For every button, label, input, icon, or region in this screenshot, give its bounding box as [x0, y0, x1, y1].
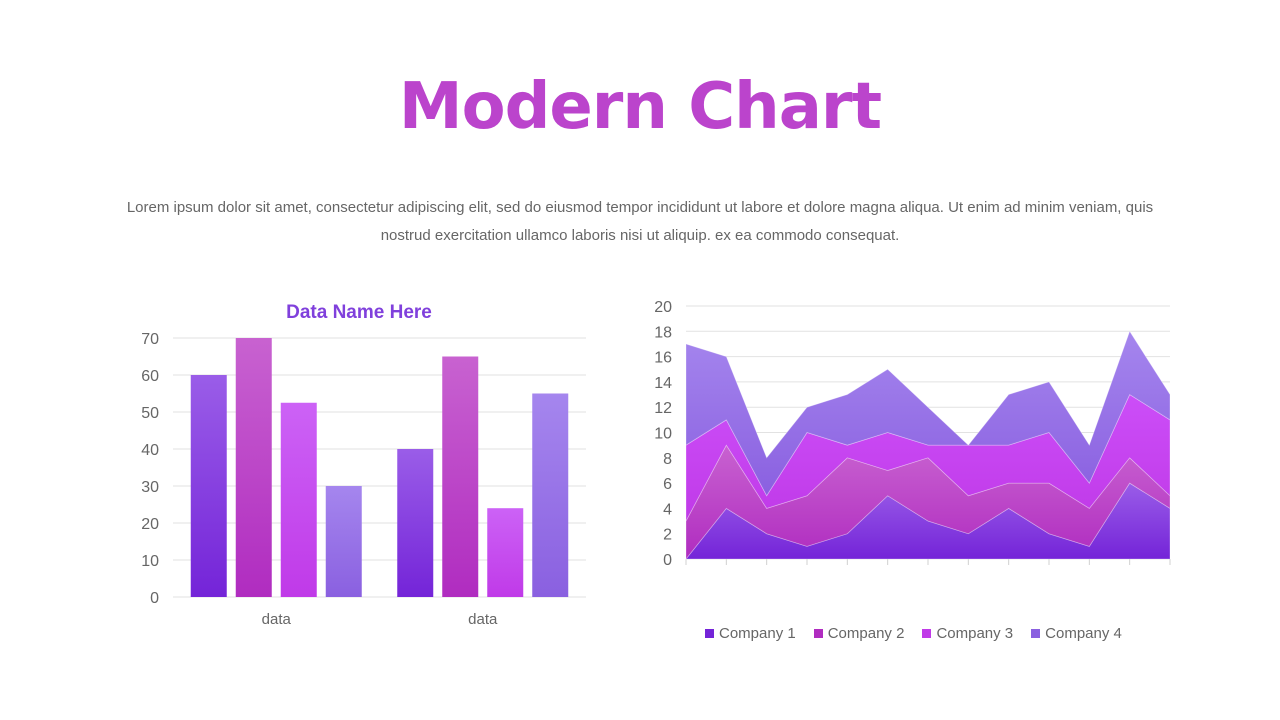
bar — [397, 449, 434, 597]
legend-item: Company 3 — [922, 625, 1013, 642]
page-title: Modern Chart — [398, 70, 882, 144]
y-tick-label: 70 — [141, 331, 159, 348]
y-tick-label: 10 — [654, 426, 672, 443]
y-tick-label: 8 — [663, 451, 672, 468]
y-tick-label: 4 — [663, 501, 672, 518]
bar-chart: 0 10 20 30 40 50 60 70 data data — [141, 331, 586, 628]
legend-item: Company 1 — [705, 625, 796, 642]
y-tick-label: 12 — [654, 400, 672, 417]
y-tick-label: 16 — [654, 350, 672, 367]
bar — [532, 393, 569, 597]
legend-swatch — [813, 629, 823, 638]
area-chart-legend: Company 1 Company 2 Company 3 Company 4 — [705, 625, 1122, 642]
y-tick-label: 50 — [141, 405, 159, 422]
area-chart: 0 2 4 6 8 10 12 14 16 18 20 — [654, 299, 1171, 569]
legend-label: Company 3 — [936, 625, 1014, 642]
area-series-2 — [685, 444, 1171, 561]
bar — [190, 375, 227, 597]
legend-swatch — [705, 629, 714, 638]
bar — [325, 486, 362, 597]
y-tick-label: 0 — [150, 590, 159, 607]
legend-label: Company 4 — [1045, 625, 1122, 642]
y-tick-label: 2 — [663, 527, 672, 544]
legend-label: Company 1 — [719, 625, 796, 642]
y-tick-label: 20 — [141, 516, 159, 533]
area-series-4 — [685, 330, 1171, 497]
y-tick-label: 0 — [663, 552, 672, 569]
legend-item: Company 2 — [813, 625, 905, 642]
legend-swatch — [922, 629, 932, 638]
bar — [235, 338, 272, 597]
y-tick-label: 18 — [654, 324, 672, 341]
y-tick-label: 6 — [663, 476, 672, 493]
y-tick-label: 10 — [141, 553, 159, 570]
x-tick-label: data — [468, 611, 498, 628]
page-description: Lorem ipsum dolor sit amet, consectetur … — [126, 199, 1154, 244]
x-tick-label: data — [262, 611, 292, 628]
bar — [442, 356, 479, 597]
legend-label: Company 2 — [827, 625, 905, 642]
bar — [280, 402, 317, 597]
bar-chart-title: Data Name Here — [286, 302, 432, 323]
y-tick-label: 20 — [654, 299, 672, 316]
y-tick-label: 60 — [141, 368, 159, 385]
legend-item: Company 4 — [1031, 625, 1122, 642]
y-tick-label: 30 — [141, 479, 159, 496]
legend-swatch — [1031, 629, 1041, 638]
y-tick-label: 40 — [141, 442, 159, 459]
y-tick-label: 14 — [654, 375, 672, 392]
bar — [487, 508, 524, 597]
